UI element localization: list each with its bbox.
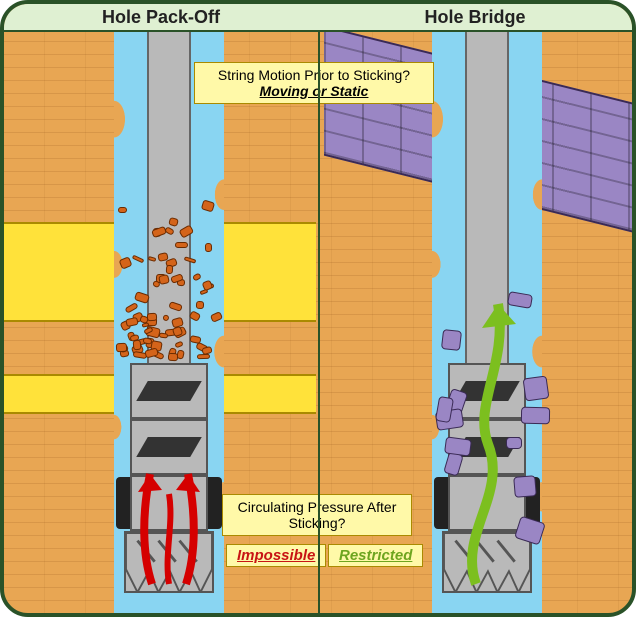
collar	[130, 475, 208, 531]
collar	[448, 475, 526, 531]
collar	[130, 419, 208, 475]
callout-motion: String Motion Prior to Sticking? Moving …	[194, 62, 434, 104]
collar	[448, 363, 526, 419]
header-left: Hole Pack-Off	[4, 4, 318, 30]
tag-restricted: Restricted	[328, 544, 423, 567]
wellbore-right	[432, 32, 542, 613]
drill-bit	[442, 531, 532, 593]
diagram-frame: Hole Pack-Off Hole Bridge	[0, 0, 636, 617]
bit-teeth-icon	[126, 533, 212, 592]
bha-right	[448, 363, 526, 593]
header: Hole Pack-Off Hole Bridge	[4, 4, 632, 32]
wellbore-left	[114, 32, 224, 613]
callout-answer: Moving or Static	[203, 83, 425, 99]
collar	[448, 419, 526, 475]
bha-left	[130, 363, 208, 593]
callout-pressure: Circulating Pressure After Sticking?	[222, 494, 412, 536]
header-right: Hole Bridge	[318, 4, 632, 30]
drill-bit	[124, 531, 214, 593]
callout-question: String Motion Prior to Sticking?	[203, 67, 425, 83]
center-divider	[318, 4, 320, 613]
bit-teeth-icon	[444, 533, 530, 592]
tag-impossible: Impossible	[226, 544, 326, 567]
collar	[130, 363, 208, 419]
callout-question: Circulating Pressure After Sticking?	[231, 499, 403, 531]
